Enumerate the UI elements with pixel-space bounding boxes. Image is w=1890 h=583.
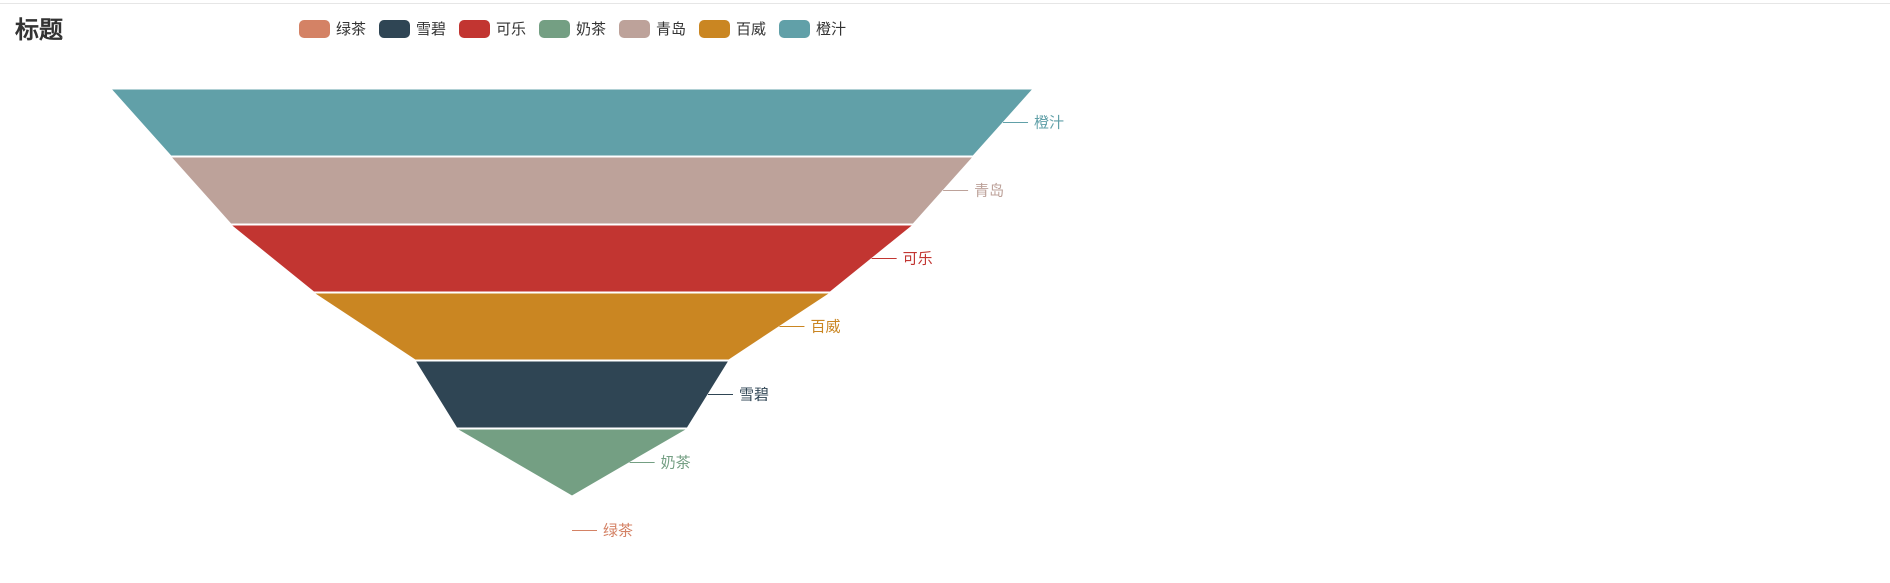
funnel-segment[interactable] <box>169 156 975 225</box>
legend-swatch <box>779 20 810 38</box>
legend-item[interactable]: 雪碧 <box>379 20 446 38</box>
funnel-label: 奶茶 <box>661 454 691 472</box>
legend-swatch <box>459 20 490 38</box>
legend-label: 奶茶 <box>576 20 606 38</box>
legend-label: 青岛 <box>656 20 686 38</box>
top-border <box>0 0 1890 4</box>
funnel-segment[interactable] <box>414 360 730 429</box>
legend-item[interactable]: 橙汁 <box>779 20 846 38</box>
legend-swatch <box>619 20 650 38</box>
funnel-segments <box>109 88 1035 564</box>
funnel-segment[interactable] <box>312 292 832 361</box>
funnel-label: 青岛 <box>974 182 1004 200</box>
legend-item[interactable]: 可乐 <box>459 20 526 38</box>
legend-label: 雪碧 <box>416 20 446 38</box>
funnel-label: 百威 <box>810 318 840 336</box>
chart-title: 标题 <box>15 16 63 44</box>
funnel-label: 可乐 <box>903 250 933 268</box>
legend-label: 橙汁 <box>816 20 846 38</box>
legend-item[interactable]: 绿茶 <box>299 20 366 38</box>
legend-swatch <box>379 20 410 38</box>
legend-swatch <box>539 20 570 38</box>
legend-label: 百威 <box>736 20 766 38</box>
funnel-label: 绿茶 <box>603 522 633 540</box>
legend-item[interactable]: 百威 <box>699 20 766 38</box>
funnel-label: 雪碧 <box>739 386 769 404</box>
legend: 绿茶 雪碧 可乐 奶茶 青岛 百威 橙汁 <box>299 20 846 38</box>
legend-label: 绿茶 <box>336 20 366 38</box>
funnel-label: 橙汁 <box>1034 114 1064 132</box>
legend-item[interactable]: 奶茶 <box>539 20 606 38</box>
legend-label: 可乐 <box>496 20 526 38</box>
funnel-segment[interactable] <box>229 224 915 293</box>
legend-swatch <box>299 20 330 38</box>
legend-swatch <box>699 20 730 38</box>
funnel-segment[interactable] <box>109 88 1035 157</box>
legend-item[interactable]: 青岛 <box>619 20 686 38</box>
